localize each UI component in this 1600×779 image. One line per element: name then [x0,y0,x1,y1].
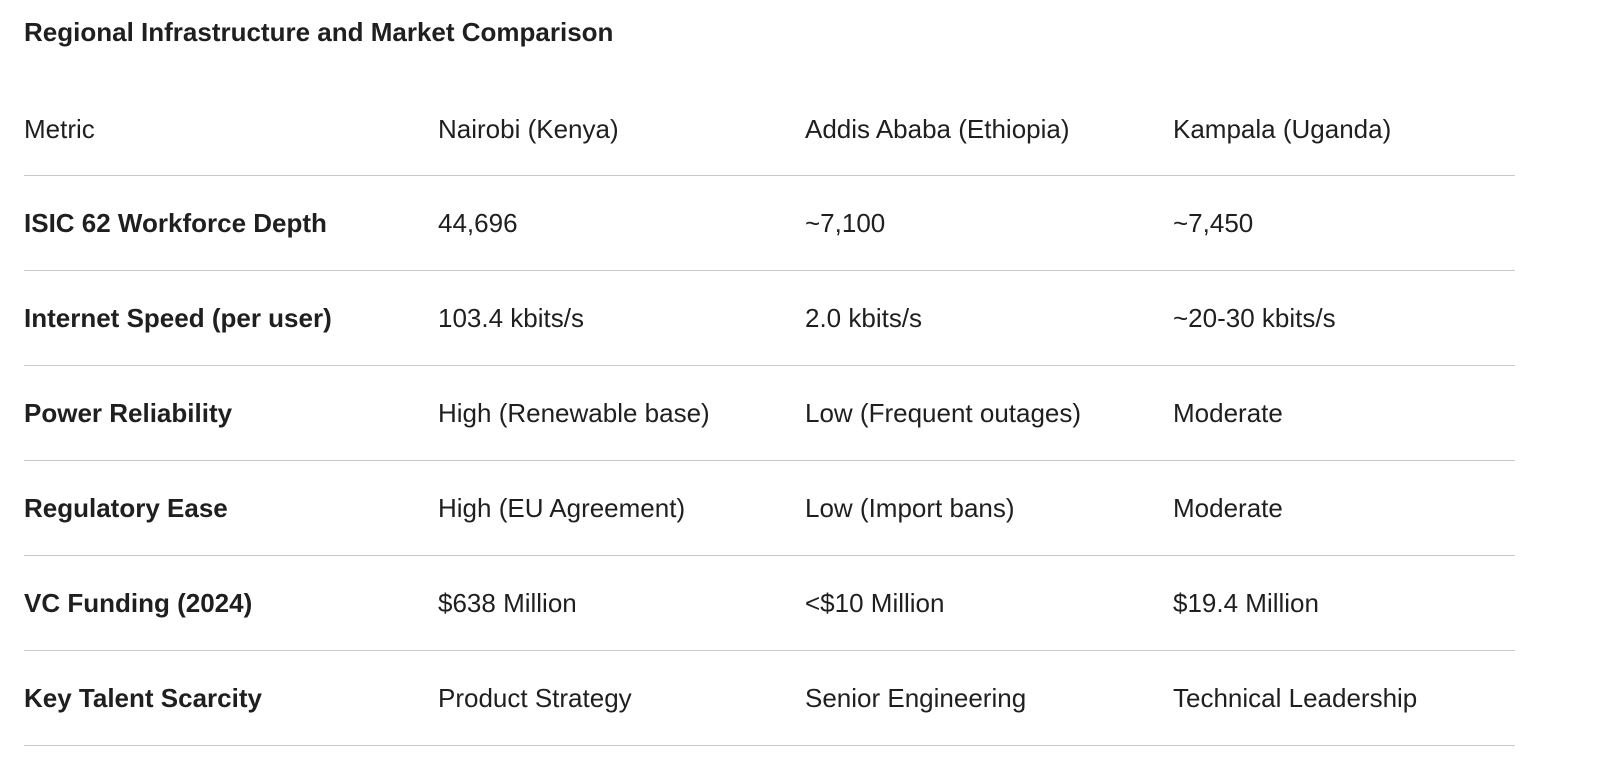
table-row: Regulatory Ease High (EU Agreement) Low … [24,461,1515,556]
column-header-kampala: Kampala (Uganda) [1173,113,1392,144]
table-cell: ~7,100 [805,208,886,238]
table-cell: Technical Leadership [1173,683,1418,713]
table-cell: ~20-30 kbits/s [1173,303,1336,333]
column-header-nairobi: Nairobi (Kenya) [438,113,619,144]
row-label: ISIC 62 Workforce Depth [24,208,327,238]
table-row: Key Talent Scarcity Product Strategy Sen… [24,651,1515,746]
table-cell: Moderate [1173,493,1283,523]
column-header-metric: Metric [24,113,95,144]
table-row: ISIC 62 Workforce Depth 44,696 ~7,100 ~7… [24,176,1515,271]
table-cell: High (Renewable base) [438,398,710,428]
comparison-table: Metric Nairobi (Kenya) Addis Ababa (Ethi… [24,82,1515,746]
row-label: Regulatory Ease [24,493,228,523]
column-header-addis-ababa: Addis Ababa (Ethiopia) [805,113,1070,144]
table-row: VC Funding (2024) $638 Million <$10 Mill… [24,556,1515,651]
row-label: VC Funding (2024) [24,588,253,618]
table-cell: $19.4 Million [1173,588,1319,618]
table-row: Internet Speed (per user) 103.4 kbits/s … [24,271,1515,366]
table-cell: 103.4 kbits/s [438,303,584,333]
table-cell: Moderate [1173,398,1283,428]
table-cell: Senior Engineering [805,683,1027,713]
table-cell: Low (Frequent outages) [805,398,1082,428]
table-cell: $638 Million [438,588,577,618]
row-label: Internet Speed (per user) [24,303,332,333]
table-cell: 44,696 [438,208,518,238]
table-cell: Product Strategy [438,683,632,713]
table-cell: ~7,450 [1173,208,1254,238]
table-cell: Low (Import bans) [805,493,1015,523]
row-label: Key Talent Scarcity [24,683,262,713]
table-cell: High (EU Agreement) [438,493,686,523]
table-cell: 2.0 kbits/s [805,303,923,333]
table-header-row: Metric Nairobi (Kenya) Addis Ababa (Ethi… [24,82,1515,176]
table-cell: <$10 Million [805,588,945,618]
row-label: Power Reliability [24,398,233,428]
table-row: Power Reliability High (Renewable base) … [24,366,1515,461]
page-title: Regional Infrastructure and Market Compa… [24,17,614,47]
